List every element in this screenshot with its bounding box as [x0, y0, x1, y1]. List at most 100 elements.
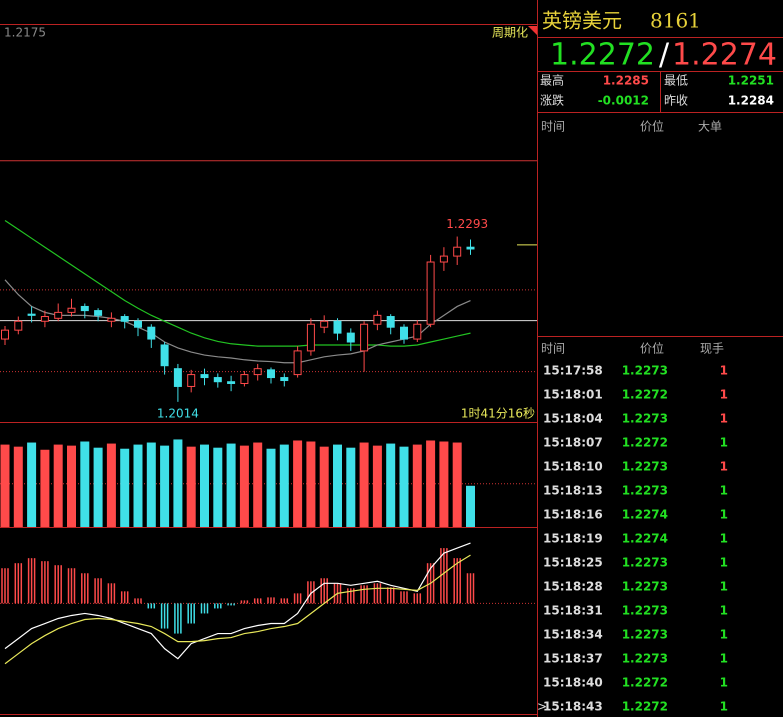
tick-time: 15:18:19	[543, 532, 603, 546]
tick-volume: 1	[720, 604, 728, 618]
tick-price: 1.2272	[622, 388, 668, 402]
tick-time: 15:18:16	[543, 508, 603, 522]
tick-volume: 1	[720, 676, 728, 690]
low-label: 1.2014	[157, 406, 199, 420]
candle-body	[120, 316, 129, 322]
tick-price: 1.2273	[622, 412, 668, 426]
candle-body	[320, 320, 329, 328]
candle-body	[426, 261, 435, 325]
ask-price: 1.2274	[672, 38, 777, 73]
volume-bar	[293, 440, 303, 527]
candle-body	[173, 368, 182, 387]
volume-bar	[346, 447, 356, 527]
candle-body	[67, 307, 76, 313]
volume-bar	[319, 446, 329, 527]
tick-price: 1.2272	[622, 700, 668, 714]
volume-bar	[452, 442, 462, 527]
tick-volume: 1	[720, 460, 728, 474]
volume-bar	[279, 444, 289, 527]
volume-bar	[213, 447, 223, 527]
symbol-name: 英镑美元	[542, 9, 622, 33]
candle-body	[333, 320, 342, 334]
macd-line	[4, 542, 471, 660]
tick-time: 15:18:01	[543, 388, 603, 402]
symbol-code: 8161	[650, 9, 701, 33]
candle-body	[360, 323, 369, 352]
period-button[interactable]: 周期化	[492, 26, 528, 40]
volume-bar	[106, 443, 116, 527]
tick-price: 1.2272	[622, 436, 668, 450]
tick-time: 15:18:43	[543, 700, 603, 714]
high-label: 1.2293	[446, 217, 488, 231]
tick-volume: 1	[720, 388, 728, 402]
header: 价位	[640, 119, 664, 134]
candle-body	[373, 314, 382, 325]
volume-bar	[306, 441, 316, 527]
candle-body	[187, 374, 196, 387]
volume-bar	[386, 443, 396, 527]
volume-bar	[200, 444, 209, 527]
header: 时间	[541, 342, 565, 356]
axis-label: 1.2175	[4, 26, 46, 40]
candle-body	[453, 246, 462, 257]
tick-time: 15:18:31	[543, 604, 603, 618]
volume-bar	[53, 444, 63, 527]
volume-bar	[13, 446, 23, 527]
candle-body	[27, 313, 36, 316]
volume-bar	[186, 446, 196, 527]
header: 时间	[541, 120, 565, 134]
tick-time: 15:18:34	[543, 628, 603, 642]
volume-bar	[146, 442, 156, 527]
tick-time: 15:18:13	[543, 484, 603, 498]
volume-bar	[399, 446, 409, 527]
tick-volume: 1	[720, 652, 728, 666]
moving-average	[4, 220, 471, 347]
candle-body	[346, 332, 355, 343]
volume-bar	[266, 448, 276, 527]
tick-volume: 1	[720, 412, 728, 426]
volume-bar	[333, 444, 342, 527]
stat-label: 最高	[540, 73, 564, 88]
countdown: 1时41分16秒	[461, 407, 535, 421]
candle-body	[54, 311, 63, 319]
stat-label: 涨跌	[540, 93, 564, 108]
volume-bar	[0, 444, 10, 527]
candle-body	[227, 381, 236, 384]
tick-time: 15:18:28	[543, 580, 603, 594]
stat-value: 1.2251	[728, 74, 774, 88]
stat-value: 1.2284	[728, 94, 774, 108]
candle-body	[400, 326, 408, 340]
volume-bar	[372, 445, 382, 527]
tick-price: 1.2273	[622, 604, 668, 618]
candle-body	[40, 316, 49, 322]
volume-bar	[426, 440, 436, 527]
candle-body	[1, 329, 9, 340]
candle-body	[107, 317, 116, 322]
candle-body	[413, 323, 422, 340]
tick-volume: 1	[720, 436, 728, 450]
volume-bar	[466, 485, 475, 527]
volume-bar	[40, 449, 50, 527]
tick-volume: 1	[720, 628, 728, 642]
tick-price: 1.2273	[622, 364, 668, 378]
candle-body	[160, 344, 169, 367]
tick-volume: 1	[720, 508, 728, 522]
volume-bar	[133, 444, 143, 527]
candle-body	[466, 246, 475, 250]
volume-bar	[439, 441, 449, 527]
tick-price: 1.2273	[622, 580, 668, 594]
tick-price: 1.2273	[622, 556, 668, 570]
stat-label: 最低	[664, 74, 688, 88]
tick-price: 1.2272	[622, 676, 668, 690]
volume-bar	[80, 441, 90, 527]
header: 价位	[640, 341, 664, 356]
candle-body	[200, 374, 209, 379]
candle-body	[386, 316, 395, 328]
bid-price: 1.2272	[550, 38, 655, 73]
volume-bar	[253, 442, 263, 527]
header: 大单	[698, 120, 722, 134]
candle-body	[293, 350, 302, 376]
stat-value: 1.2285	[603, 74, 649, 88]
corner-marker	[528, 26, 537, 35]
